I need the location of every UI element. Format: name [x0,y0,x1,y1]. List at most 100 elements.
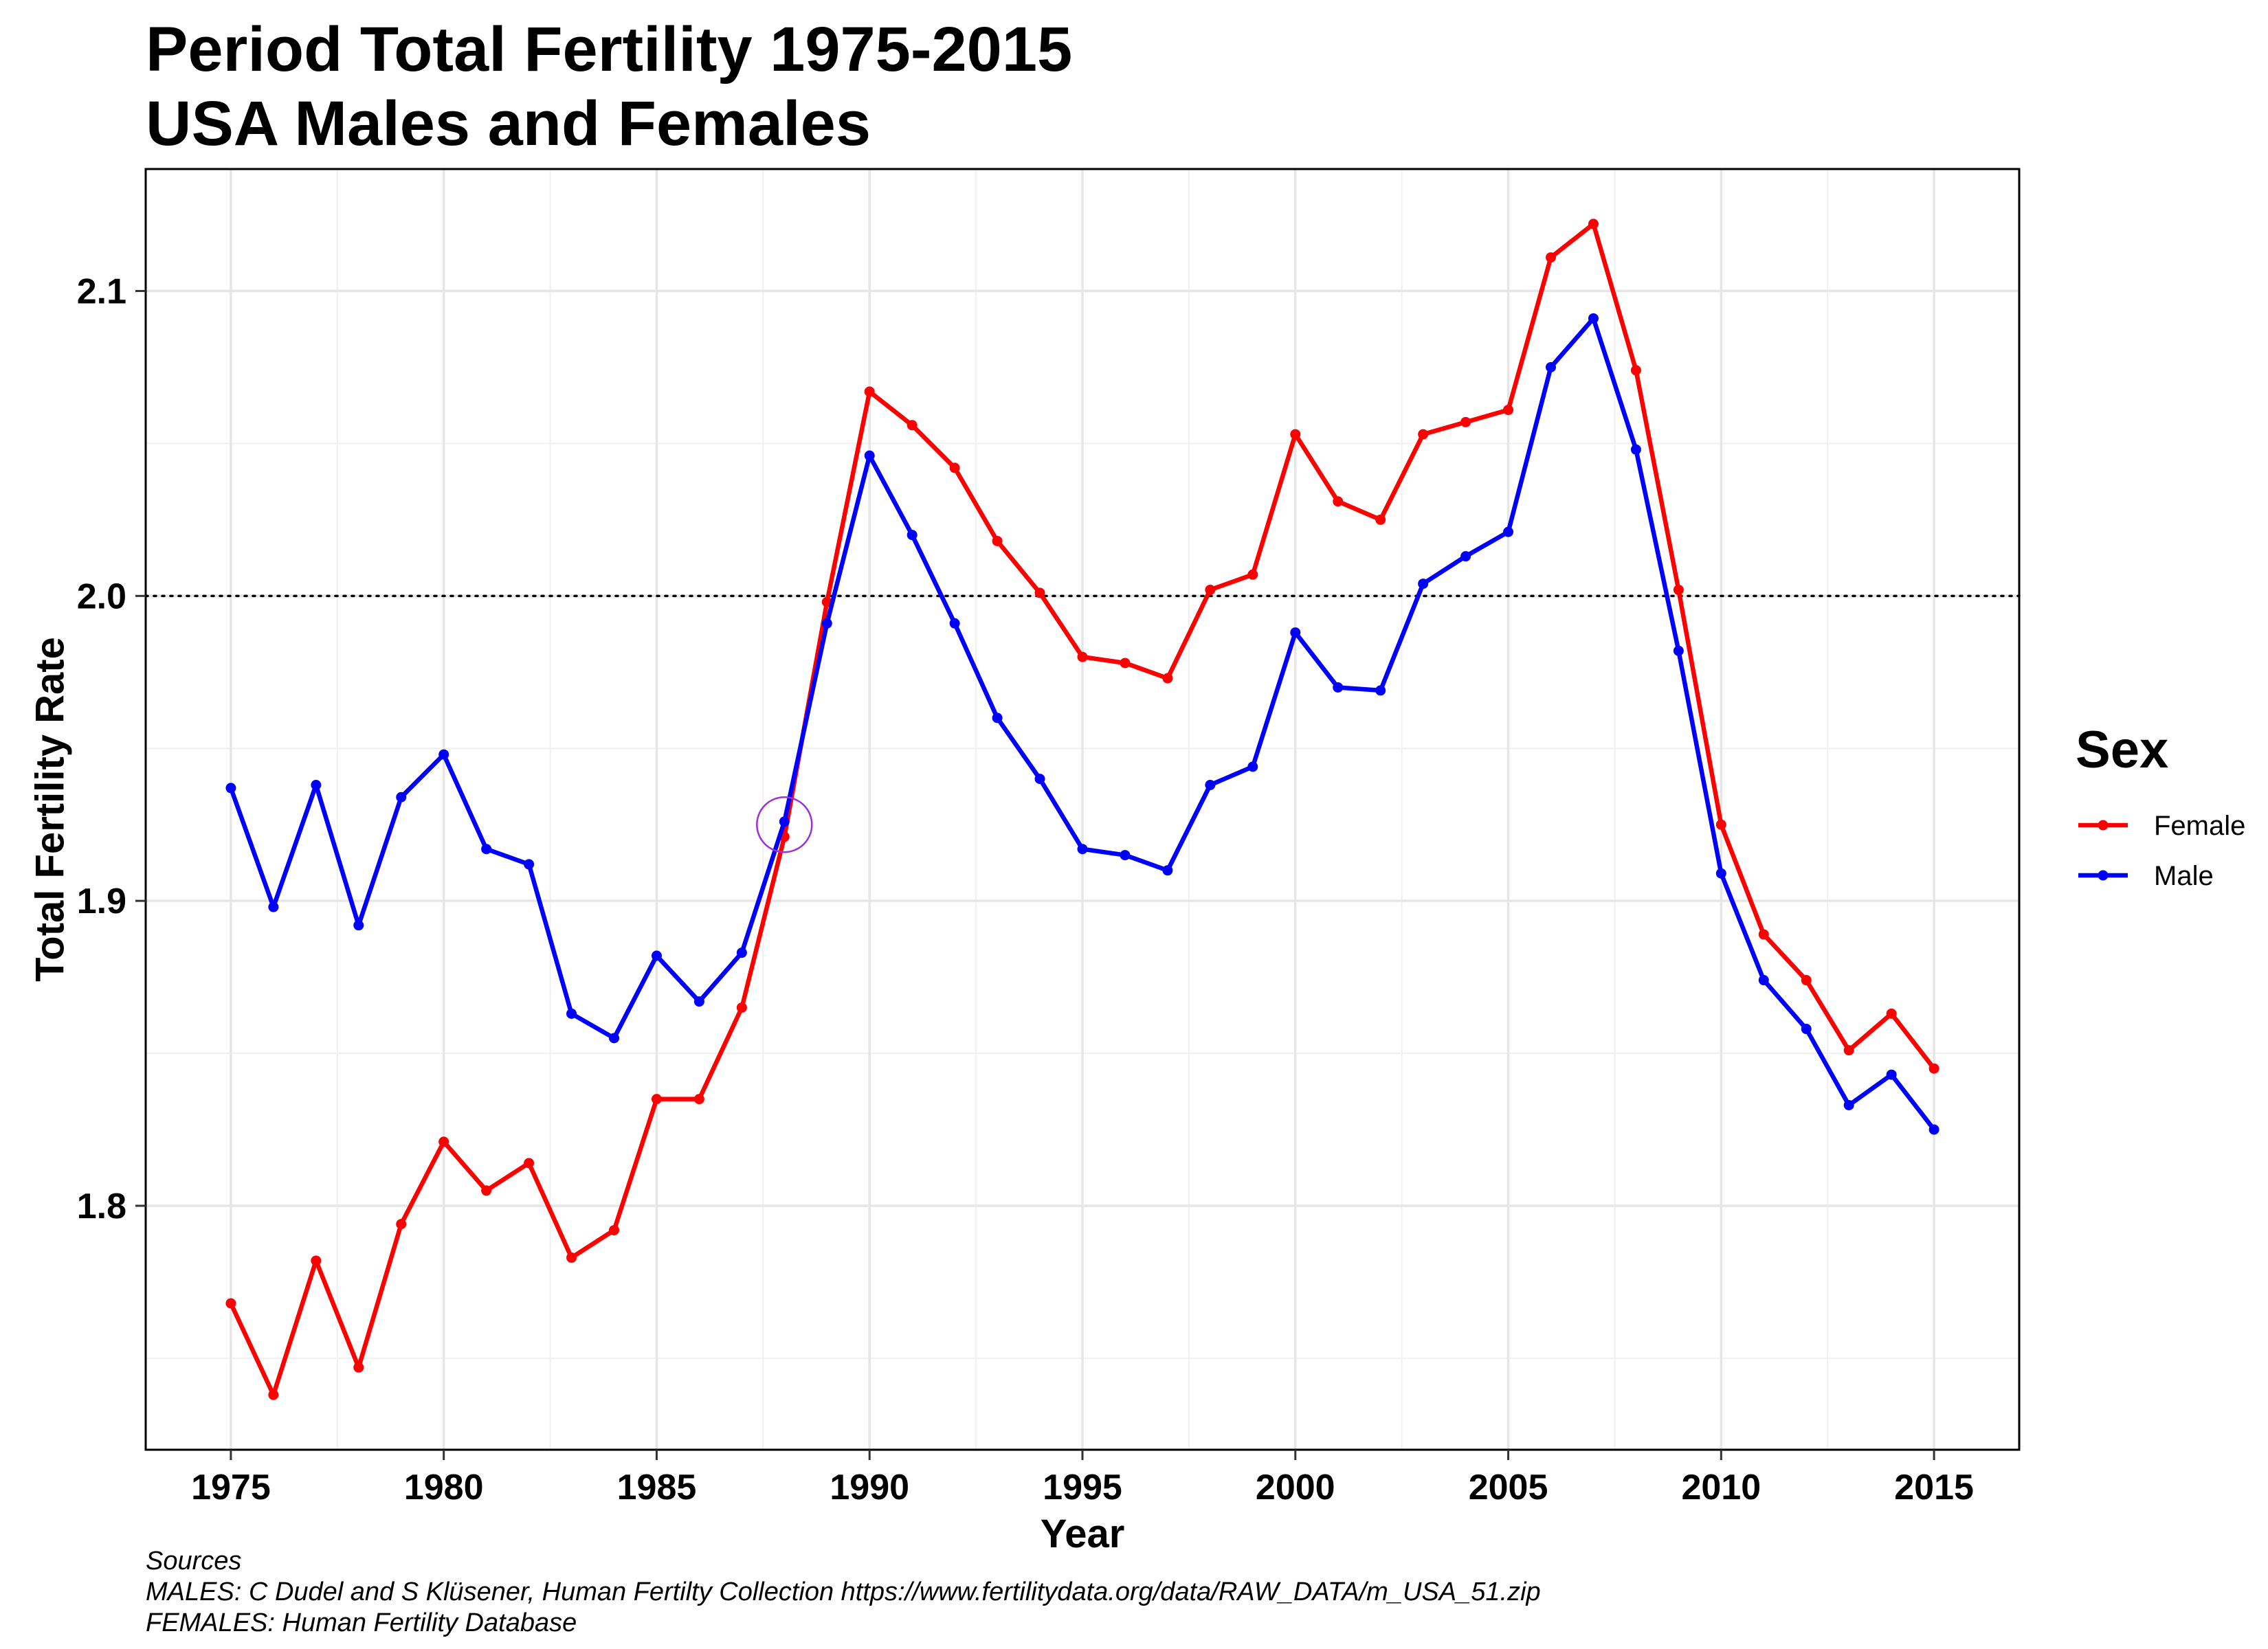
data-point-male [693,996,704,1007]
data-point-male [1460,551,1471,562]
data-point-female [1673,584,1684,595]
data-point-male [1801,1024,1812,1035]
data-point-female [1120,658,1131,669]
caption-heading: Sources [146,1547,242,1575]
data-point-female [353,1362,364,1373]
data-point-female [1418,429,1429,440]
data-point-female [1333,496,1344,507]
data-point-male [481,844,492,855]
data-point-female [1886,1008,1897,1019]
data-point-female [438,1136,449,1147]
data-point-male [1588,313,1599,324]
data-point-female [1247,569,1258,580]
chart-title-line-1: Period Total Fertility 1975-2015 [146,14,1073,85]
data-point-female [651,1094,662,1105]
data-point-male [1630,444,1641,455]
data-point-female [907,420,918,431]
data-point-female [1758,929,1769,940]
data-point-female [1460,416,1471,427]
data-point-male [1290,627,1301,638]
data-point-female [609,1224,619,1235]
axis-tick-labels: 1975 1980 1985 1990 1995 2000 2005 2010 2015 1.8 1… [77,272,1974,1507]
data-point-female [1630,365,1641,376]
data-point-male [1375,685,1386,696]
data-point-female [268,1389,279,1400]
data-point-female [1375,514,1386,525]
data-point-female [1546,252,1556,263]
data-point-male [736,947,747,958]
data-point-male [438,749,449,760]
data-point-female [1077,651,1088,662]
data-point-male [1418,579,1429,590]
data-point-female [1715,819,1726,830]
data-point-male [1034,774,1045,785]
legend-label-male: Male [2154,861,2214,891]
data-point-female [396,1219,407,1230]
axis-ticks [135,290,1935,1460]
x-axis-title: Year [1041,1512,1125,1556]
data-point-male [566,1008,577,1019]
data-point-male [268,901,279,912]
data-point-female [949,462,960,473]
data-point-female [1503,405,1514,416]
data-point-male [311,779,322,790]
data-point-male [1886,1069,1897,1080]
legend-label-female: Female [2154,811,2245,841]
y-axis-title: Total Fertility Rate [27,637,72,982]
data-point-male [1205,779,1216,790]
data-point-male [353,920,364,931]
data-point-male [1758,975,1769,986]
data-point-male [821,618,832,629]
data-point-female [481,1185,492,1196]
data-point-female [1290,429,1301,440]
data-point-male [524,859,535,870]
legend-items: Female Male [2078,811,2245,891]
x-tick-label: 1985 [617,1468,697,1507]
data-point-male [1928,1124,1939,1135]
series-group [225,218,1939,1400]
caption-males-source: MALES: C Dudel and S Klüsener, Human Fer… [146,1578,1541,1606]
x-tick-label: 1995 [1043,1468,1122,1507]
data-point-male [949,618,960,629]
major-gridlines [146,169,2019,1450]
data-point-male [1503,526,1514,537]
chart-title: Period Total Fertility 1975-2015 USA Mal… [146,12,1072,161]
data-point-male [1546,361,1556,372]
data-point-female [1928,1063,1939,1074]
data-point-male [651,950,662,961]
legend-key-point-male [2098,870,2109,881]
data-point-female [1801,975,1812,986]
highlight-circle [756,796,813,853]
data-point-male [1247,761,1258,772]
data-point-female [1843,1045,1854,1056]
data-point-female [566,1252,577,1263]
x-tick-label: 1975 [191,1468,271,1507]
legend: Sex Female Male [2076,721,2245,891]
data-point-male [1843,1099,1854,1110]
data-point-male [1120,850,1131,861]
x-tick-label: 2015 [1894,1468,1974,1507]
data-point-female [524,1158,535,1169]
data-point-female [1205,584,1216,595]
data-point-male [1715,868,1726,879]
data-point-female [864,386,875,397]
data-point-female [311,1255,322,1266]
data-point-male [1333,682,1344,693]
sources-caption: Sources MALES: C Dudel and S Klüsener, H… [146,1546,1541,1639]
data-point-female [693,1094,704,1105]
data-point-female [1588,218,1599,229]
y-tick-label: 2.1 [77,272,126,312]
x-tick-label: 2010 [1681,1468,1761,1507]
data-point-male [1162,865,1173,876]
x-tick-label: 2000 [1256,1468,1335,1507]
data-point-male [779,816,790,827]
x-tick-label: 2005 [1469,1468,1548,1507]
data-point-female [992,535,1003,546]
data-point-male [907,530,918,541]
data-point-male [992,713,1003,723]
data-point-male [609,1033,619,1044]
chart-title-line-2: USA Males and Females [146,89,871,159]
data-point-male [396,792,407,803]
data-point-male [1673,645,1684,656]
highlight-group [756,796,813,853]
